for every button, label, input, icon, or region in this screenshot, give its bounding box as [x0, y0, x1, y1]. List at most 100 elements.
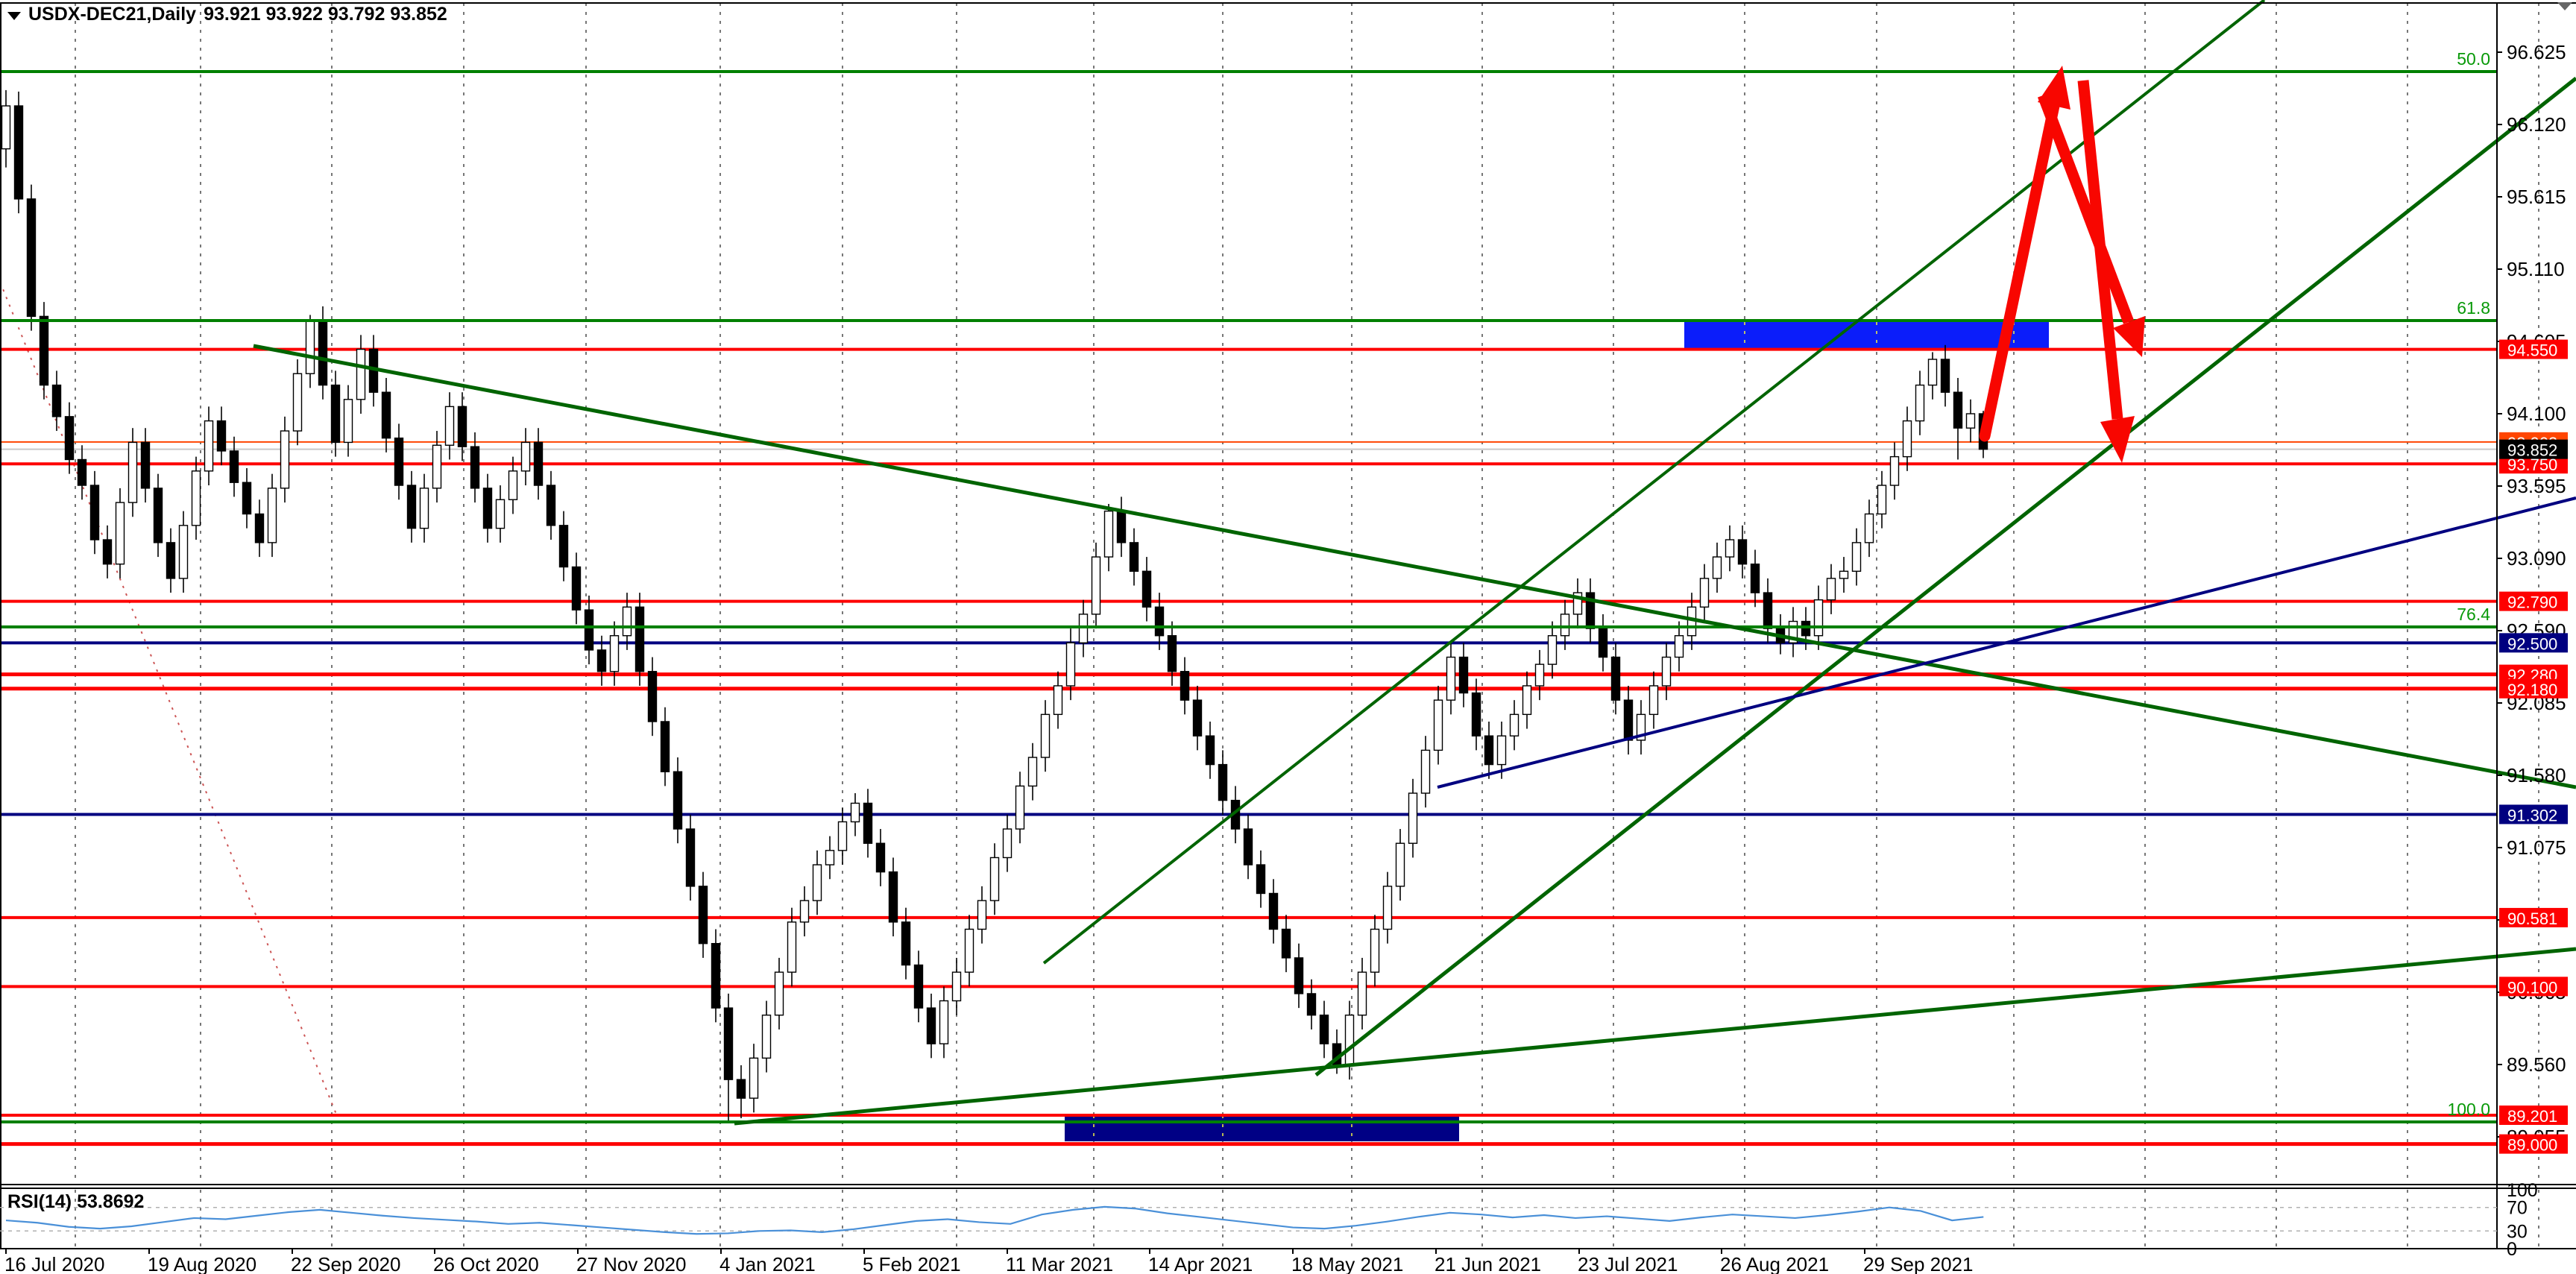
- price-axis-label: 94.100: [2507, 403, 2566, 425]
- scroll-to-end-icon[interactable]: [2557, 2, 2572, 10]
- channel-lower-trendline[interactable]: [1314, 77, 2576, 1076]
- candle-body: [305, 320, 315, 374]
- candle-body: [964, 928, 974, 973]
- candle-body: [153, 488, 163, 543]
- candle-body: [1027, 757, 1038, 787]
- navy-ascending-trendline[interactable]: [1437, 496, 2576, 789]
- support-tag-bg: [2499, 591, 2568, 611]
- support-tag-label: 92.180: [2507, 681, 2557, 699]
- candle-body: [1864, 513, 1874, 543]
- candle-body: [926, 1007, 936, 1044]
- support-tag: 92.180: [2499, 678, 2568, 699]
- rsi-line: [5, 1205, 1984, 1235]
- chart-title-bar: USDX-DEC21,Daily 93.921 93.922 93.792 93…: [7, 4, 447, 25]
- candle-body: [774, 971, 784, 1016]
- channel-upper-trendline[interactable]: [1042, 0, 2266, 965]
- candle-body: [634, 606, 645, 672]
- level-tag: 92.500: [2499, 633, 2568, 653]
- candle-body: [673, 771, 683, 830]
- support-tag: 90.581: [2499, 907, 2568, 928]
- down-arrow-left-shaft[interactable]: [2037, 93, 2135, 324]
- candle-body: [723, 1007, 734, 1080]
- date-axis-label: 21 Jun 2021: [1435, 1253, 1541, 1274]
- date-axis-label: 11 Mar 2021: [1006, 1253, 1113, 1274]
- up-arrow-shaft[interactable]: [1979, 100, 2060, 442]
- support-tag-bg: [2499, 907, 2568, 927]
- bid-price-tag-bg: [2499, 439, 2568, 459]
- rsi-value: 53.8692: [77, 1191, 145, 1212]
- candle-body: [787, 921, 797, 973]
- resistance-tag: 94.550: [2499, 339, 2568, 360]
- symbol-dropdown-icon[interactable]: [7, 11, 21, 20]
- candle-body: [140, 441, 151, 489]
- candle-body: [102, 539, 113, 565]
- candle-body: [330, 384, 341, 444]
- candle-body: [444, 406, 455, 446]
- candle-body: [1471, 692, 1481, 737]
- candle-body: [495, 499, 506, 529]
- candle-body: [318, 320, 328, 386]
- candle-body: [736, 1079, 746, 1099]
- candle-body: [127, 441, 138, 503]
- candle-body: [166, 542, 176, 579]
- rsi-name: RSI(14): [7, 1191, 72, 1212]
- fib-label: 50.0: [2457, 49, 2490, 69]
- candle-body: [1927, 359, 1938, 386]
- down-arrow-right-head[interactable]: [2100, 416, 2135, 463]
- candle-body: [1484, 735, 1494, 766]
- candle-body: [1180, 671, 1190, 701]
- candle-body: [229, 450, 239, 483]
- candle-body: [1294, 957, 1304, 994]
- candle-body: [1167, 635, 1177, 672]
- descending-trendline[interactable]: [253, 344, 2576, 789]
- ascending-support-trendline[interactable]: [734, 947, 2576, 1126]
- candle-body: [1420, 749, 1431, 794]
- candle-body: [622, 606, 632, 637]
- candle-body: [1103, 510, 1114, 558]
- candle-body: [1509, 713, 1520, 737]
- candle-body: [1636, 713, 1646, 741]
- candle-body: [381, 391, 391, 439]
- support-tag-label: 92.790: [2507, 593, 2557, 612]
- candle-body: [888, 871, 898, 923]
- candle-body: [394, 437, 404, 486]
- candle-body: [216, 420, 227, 452]
- candle-body: [533, 441, 544, 486]
- down-arrow-left-head[interactable]: [2113, 316, 2145, 357]
- down-arrow-right-shaft[interactable]: [2077, 80, 2123, 420]
- rsi-indicator-label: RSI(14) 53.8692: [7, 1191, 144, 1213]
- candle-body: [1040, 713, 1051, 758]
- candle-body: [989, 857, 1000, 901]
- candle-body: [280, 430, 290, 489]
- candle-body: [89, 485, 100, 540]
- candle-body: [1674, 635, 1684, 658]
- support-tag-bg: [2499, 678, 2568, 699]
- candle-body: [1750, 563, 1760, 593]
- candle-body: [837, 821, 848, 851]
- candle-body: [1281, 928, 1291, 959]
- date-axis-label: 18 May 2021: [1291, 1253, 1403, 1274]
- date-axis-label: 22 Sep 2020: [291, 1253, 400, 1274]
- date-axis-label: 16 Jul 2020: [4, 1253, 104, 1274]
- candle-body: [1319, 1015, 1329, 1044]
- candle-body: [1205, 735, 1215, 766]
- candle-body: [1015, 785, 1025, 830]
- supply-zone-rect[interactable]: [1684, 322, 2049, 348]
- support-tag: 92.790: [2499, 591, 2568, 612]
- candle-body: [1763, 592, 1773, 629]
- support-tag-label: 90.100: [2507, 978, 2557, 997]
- candle-body: [1446, 656, 1456, 701]
- ohlc-readout: 93.921 93.922 93.792 93.852: [204, 4, 447, 25]
- candle-body: [1408, 792, 1418, 844]
- candle-body: [901, 921, 911, 966]
- price-axis-label: 93.090: [2507, 547, 2566, 570]
- candle-body: [77, 458, 87, 486]
- candle-body: [1344, 1015, 1355, 1066]
- level-tag-label: 92.500: [2507, 634, 2557, 653]
- candle-body: [1801, 620, 1811, 637]
- candle-body: [1078, 614, 1089, 644]
- candle-body: [1091, 556, 1101, 615]
- demand-zone-rect[interactable]: [1065, 1115, 1459, 1141]
- candle-body: [977, 900, 987, 930]
